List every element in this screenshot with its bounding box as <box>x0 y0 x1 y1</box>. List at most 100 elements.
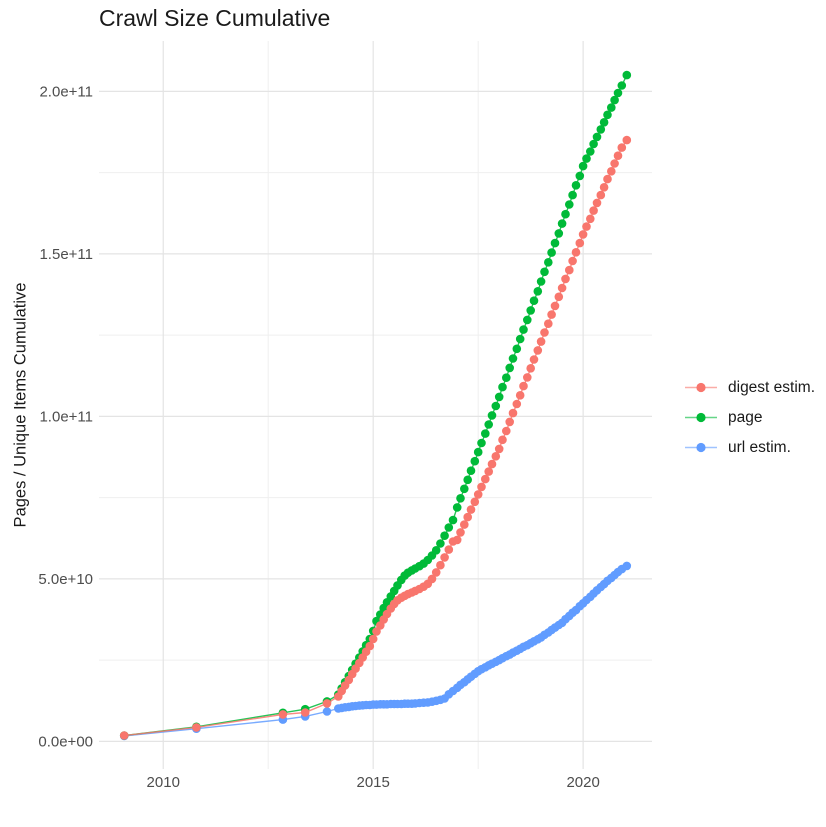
data-point-digest-estim <box>192 723 201 732</box>
data-point-digest-estim <box>561 274 570 284</box>
data-point-digest-estim <box>452 535 462 545</box>
data-point-digest-estim <box>322 699 332 708</box>
data-point-digest-estim <box>613 151 623 160</box>
data-point-page <box>610 95 619 105</box>
data-point-digest-estim <box>550 301 560 311</box>
legend-label-digest-estim: digest estim. <box>728 378 816 396</box>
data-point-digest-estim <box>431 568 441 577</box>
data-point-digest-estim <box>533 346 543 355</box>
data-point-page <box>431 546 441 555</box>
data-point-page <box>565 200 574 209</box>
data-point-digest-estim <box>544 319 553 329</box>
data-point-page <box>456 494 465 503</box>
data-point-page <box>596 125 606 134</box>
data-point-digest-estim <box>502 426 511 436</box>
data-point-page <box>505 363 514 373</box>
data-point-digest-estim <box>547 310 556 319</box>
legend-label-page: page <box>728 408 763 426</box>
data-point-page <box>617 81 627 90</box>
data-point-digest-estim <box>470 497 480 507</box>
legend-item-page: page <box>683 407 815 428</box>
data-point-page <box>603 110 612 120</box>
legend: digest estim. page url estim. <box>683 377 815 458</box>
data-point-digest-estim <box>536 337 546 346</box>
data-point-page <box>463 475 473 485</box>
data-point-page <box>508 354 518 363</box>
y-axis-title: Pages / Unique Items Cumulative <box>11 282 30 528</box>
data-point-digest-estim <box>557 283 567 293</box>
data-point-digest-estim <box>603 174 612 184</box>
data-point-page <box>436 539 445 548</box>
data-point-digest-estim <box>589 206 598 215</box>
data-point-page <box>544 258 553 267</box>
data-point-page <box>491 401 501 411</box>
data-point-digest-estim <box>505 417 514 427</box>
data-point-page <box>586 147 595 156</box>
data-point-digest-estim <box>582 222 591 231</box>
data-point-digest-estim <box>427 574 437 584</box>
data-point-digest-estim <box>440 553 449 562</box>
data-point-page <box>502 373 511 383</box>
data-point-url-estim <box>322 707 332 716</box>
data-point-page <box>484 420 494 429</box>
x-tick-label: 2015 <box>357 774 390 791</box>
data-point-digest-estim <box>519 381 528 391</box>
y-tick-label: 5.0e+10 <box>38 571 93 588</box>
data-point-page <box>536 277 546 286</box>
x-tick-label: 2020 <box>566 774 599 791</box>
data-point-page <box>498 382 507 392</box>
legend-label-url-estim: url estim. <box>728 438 791 456</box>
data-point-page <box>533 287 543 296</box>
data-point-digest-estim <box>278 710 288 719</box>
data-point-digest-estim <box>460 520 469 529</box>
legend-key-url-estim-icon <box>685 442 717 453</box>
series-line-digest-estim <box>124 139 628 737</box>
data-point-page <box>444 523 454 532</box>
data-point-page <box>592 132 602 142</box>
data-point-digest-estim <box>487 459 497 469</box>
data-point-page <box>554 229 564 238</box>
data-point-digest-estim <box>575 238 585 248</box>
data-point-digest-estim <box>622 135 632 145</box>
data-point-page <box>452 503 462 512</box>
data-point-page <box>460 484 469 494</box>
series-line-url-estim <box>124 565 628 737</box>
data-point-digest-estim <box>512 399 522 409</box>
data-point-page <box>607 103 616 112</box>
data-point-page <box>473 447 483 457</box>
x-tick-label: 2010 <box>147 774 180 791</box>
data-point-page <box>526 306 535 315</box>
data-point-page <box>494 392 504 402</box>
data-point-digest-estim <box>473 490 483 499</box>
data-point-page <box>575 171 585 181</box>
data-point-digest-estim <box>365 641 375 651</box>
data-point-page <box>523 315 532 325</box>
data-point-digest-estim <box>368 634 378 644</box>
data-point-page <box>477 438 486 448</box>
data-point-page <box>515 334 525 344</box>
data-point-digest-estim <box>481 474 490 484</box>
data-point-digest-estim <box>571 248 581 257</box>
data-point-page <box>561 209 570 219</box>
data-point-digest-estim <box>599 183 609 192</box>
data-point-digest-estim <box>491 452 501 461</box>
data-point-page <box>571 181 581 190</box>
data-point-page <box>599 118 609 127</box>
data-point-page <box>589 139 598 149</box>
gridlines-minor <box>99 41 652 769</box>
data-point-page <box>557 219 567 228</box>
data-point-digest-estim <box>565 265 574 275</box>
data-point-page <box>466 466 476 476</box>
data-point-digest-estim <box>466 505 476 514</box>
y-tick-label: 0.0e+00 <box>38 733 93 750</box>
data-point-url-estim <box>622 561 632 571</box>
chart-title: Crawl Size Cumulative <box>99 5 331 31</box>
data-point-digest-estim <box>498 435 507 445</box>
data-point-page <box>440 531 449 540</box>
data-point-page <box>540 267 549 277</box>
data-point-page <box>448 515 458 525</box>
data-point-digest-estim <box>119 731 129 740</box>
series-digest-estim <box>119 135 632 740</box>
data-point-digest-estim <box>526 364 535 373</box>
